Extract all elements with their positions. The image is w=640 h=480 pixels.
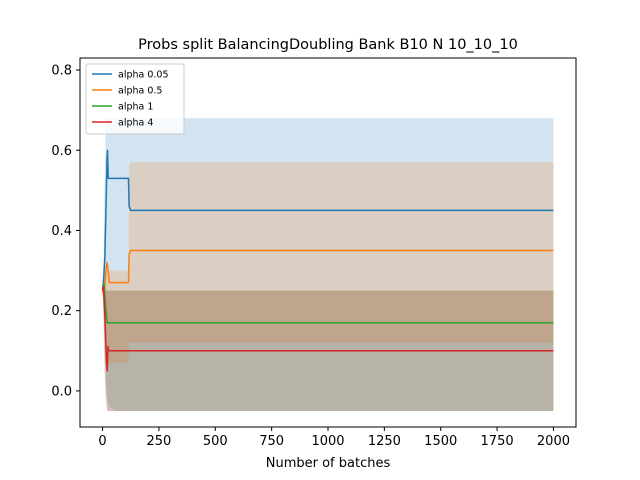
legend-label-alpha-1: alpha 1 bbox=[118, 102, 153, 113]
line-alpha-0-05 bbox=[101, 149, 554, 291]
legend-box bbox=[85, 63, 185, 135]
y-tick-label: 0.8 bbox=[51, 64, 72, 79]
x-tick-label: 250 bbox=[146, 434, 171, 449]
band-alpha-0-5 bbox=[102, 162, 554, 363]
y-tick-label: 0.6 bbox=[51, 144, 72, 159]
x-axis-ticks: 0 250 500 750 1000 1250 1500 1750 2000 bbox=[98, 427, 570, 449]
line-alpha-4 bbox=[101, 285, 554, 372]
x-tick-label: 2000 bbox=[537, 434, 570, 449]
y-tick-label: 0.0 bbox=[51, 384, 72, 399]
x-tick-label: 750 bbox=[259, 434, 284, 449]
x-axis-label: Number of batches bbox=[266, 456, 391, 471]
x-tick-label: 1250 bbox=[368, 434, 401, 449]
legend-label-alpha-4: alpha 4 bbox=[118, 118, 153, 129]
legend: alpha 0.05 alpha 0.5 alpha 1 alpha 4 bbox=[85, 63, 185, 135]
chart-title: Probs split BalancingDoubling Bank B10 N… bbox=[138, 37, 518, 53]
confidence-bands bbox=[102, 118, 554, 411]
legend-label-alpha-0-05: alpha 0.05 bbox=[118, 70, 169, 81]
x-tick-label: 500 bbox=[203, 434, 228, 449]
y-axis-ticks: 0.0 0.2 0.4 0.6 0.8 bbox=[51, 64, 80, 399]
series-lines bbox=[101, 149, 554, 372]
y-tick-label: 0.4 bbox=[51, 224, 72, 239]
x-tick-label: 1500 bbox=[424, 434, 457, 449]
y-tick-label: 0.2 bbox=[51, 304, 72, 319]
legend-label-alpha-0-5: alpha 0.5 bbox=[118, 86, 162, 97]
x-tick-label: 1000 bbox=[311, 434, 344, 449]
plot-area-frame bbox=[79, 57, 577, 428]
band-alpha-1 bbox=[102, 278, 554, 411]
x-tick-label: 1750 bbox=[481, 434, 514, 449]
line-alpha-0-5 bbox=[101, 249, 554, 296]
band-alpha-0-05 bbox=[102, 118, 554, 411]
x-tick-label: 0 bbox=[98, 434, 106, 449]
band-alpha-4 bbox=[102, 286, 554, 411]
line-alpha-1 bbox=[101, 281, 554, 324]
